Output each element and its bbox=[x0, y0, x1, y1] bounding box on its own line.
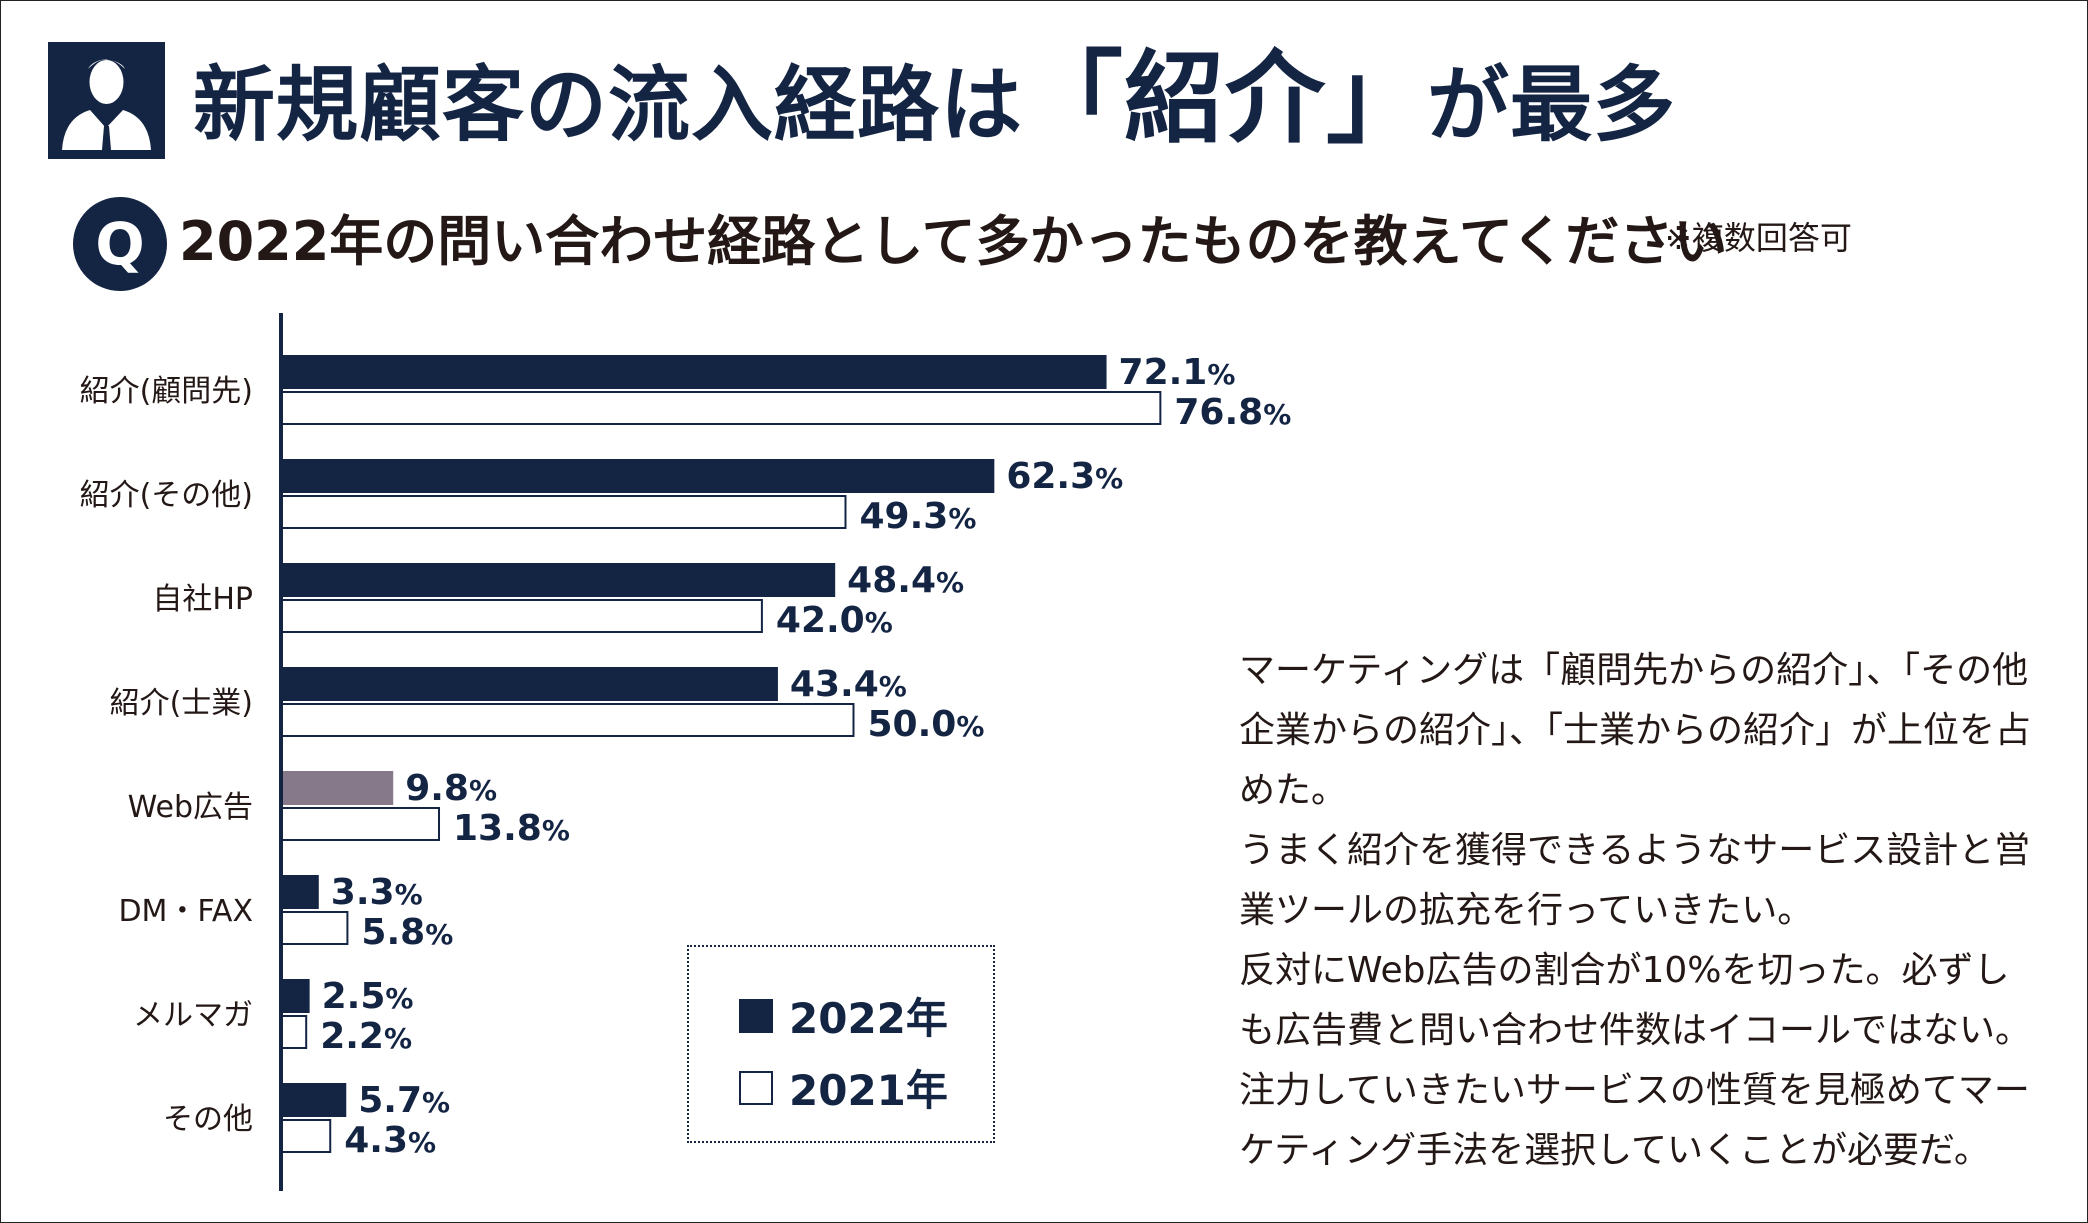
bar-2021 bbox=[280, 807, 441, 841]
bar-2022 bbox=[281, 563, 836, 597]
question-badge: Q bbox=[73, 197, 167, 291]
value-label-2022: 5.7% bbox=[358, 1080, 450, 1121]
question-text: 2022年の問い合わせ経路として多かったものを教えてください bbox=[179, 210, 1728, 273]
title-part-2: 「紹介」 bbox=[1023, 40, 1428, 157]
commentary-paragraph: マーケティングは「顧問先からの紹介」、「その他企業からの紹介」、「士業からの紹介… bbox=[1239, 650, 2032, 811]
question-note: ※複数回答可 bbox=[1665, 219, 1852, 257]
legend-swatch-2022 bbox=[739, 998, 773, 1033]
bar-2021 bbox=[280, 495, 847, 529]
category-label: 自社HP bbox=[152, 582, 253, 617]
bar-2022 bbox=[281, 979, 310, 1013]
value-label-2022: 72.1% bbox=[1119, 352, 1236, 393]
bar-2022 bbox=[281, 459, 995, 493]
bar-2021 bbox=[280, 391, 1162, 425]
legend-item-2021: 2021年 bbox=[739, 1057, 948, 1118]
bar-2022 bbox=[281, 771, 394, 805]
category-label: DM・FAX bbox=[118, 894, 253, 929]
legend-swatch-2021 bbox=[739, 1070, 773, 1105]
legend-item-2022: 2022年 bbox=[739, 985, 948, 1046]
value-label-2021: 5.8% bbox=[361, 912, 453, 953]
value-label-2021: 13.8% bbox=[453, 808, 570, 849]
businessman-icon bbox=[48, 42, 165, 159]
bar-2021 bbox=[280, 911, 349, 945]
legend-label-2021: 2021年 bbox=[789, 1066, 948, 1115]
commentary: マーケティングは「顧問先からの紹介」、「その他企業からの紹介」、「士業からの紹介… bbox=[1239, 641, 2039, 1181]
category-label: 紹介(顧問先) bbox=[80, 374, 253, 409]
value-label-2022: 9.8% bbox=[405, 768, 497, 809]
value-label-2022: 43.4% bbox=[790, 664, 907, 705]
category-label: Web広告 bbox=[128, 790, 253, 825]
value-label-2021: 49.3% bbox=[859, 496, 976, 537]
commentary-paragraph: 反対にWeb広告の割合が10%を切った。必ずしも広告費と問い合わせ件数はイコール… bbox=[1239, 950, 2032, 1051]
bar-2021 bbox=[280, 703, 855, 737]
commentary-paragraph: 注力していきたいサービスの性質を見極めてマーケティング手法を選択していくことが必… bbox=[1239, 1070, 2030, 1171]
value-label-2021: 42.0% bbox=[776, 600, 893, 641]
legend-label-2022: 2022年 bbox=[789, 994, 948, 1043]
value-label-2021: 50.0% bbox=[868, 704, 985, 745]
category-label: 紹介(その他) bbox=[80, 478, 253, 513]
value-label-2021: 4.3% bbox=[344, 1120, 436, 1161]
value-label-2022: 48.4% bbox=[847, 560, 964, 601]
main-title: 新規顧客の流入経路は「紹介」が最多 bbox=[193, 39, 1676, 166]
title-part-3: が最多 bbox=[1427, 58, 1677, 153]
bar-2021 bbox=[280, 599, 763, 633]
bar-2021 bbox=[280, 1015, 308, 1049]
value-label-2022: 2.5% bbox=[322, 976, 414, 1017]
value-label-2022: 62.3% bbox=[1006, 456, 1123, 497]
bar-2022 bbox=[281, 1083, 347, 1117]
category-label: その他 bbox=[163, 1102, 253, 1137]
bar-2022 bbox=[281, 875, 319, 909]
value-label-2021: 76.8% bbox=[1174, 392, 1291, 433]
value-label-2021: 2.2% bbox=[320, 1016, 412, 1057]
category-label: 紹介(士業) bbox=[110, 686, 253, 721]
commentary-paragraph: うまく紹介を獲得できるようなサービス設計と営業ツールの拡充を行っていきたい。 bbox=[1239, 830, 2031, 931]
value-label-2022: 3.3% bbox=[331, 872, 423, 913]
category-label: メルマガ bbox=[133, 998, 253, 1033]
bar-2022 bbox=[281, 667, 778, 701]
legend: 2022年 2021年 bbox=[687, 945, 995, 1143]
bar-2021 bbox=[280, 1119, 332, 1153]
bar-2022 bbox=[281, 355, 1107, 389]
title-part-1: 新規顧客の流入経路は bbox=[193, 58, 1024, 153]
